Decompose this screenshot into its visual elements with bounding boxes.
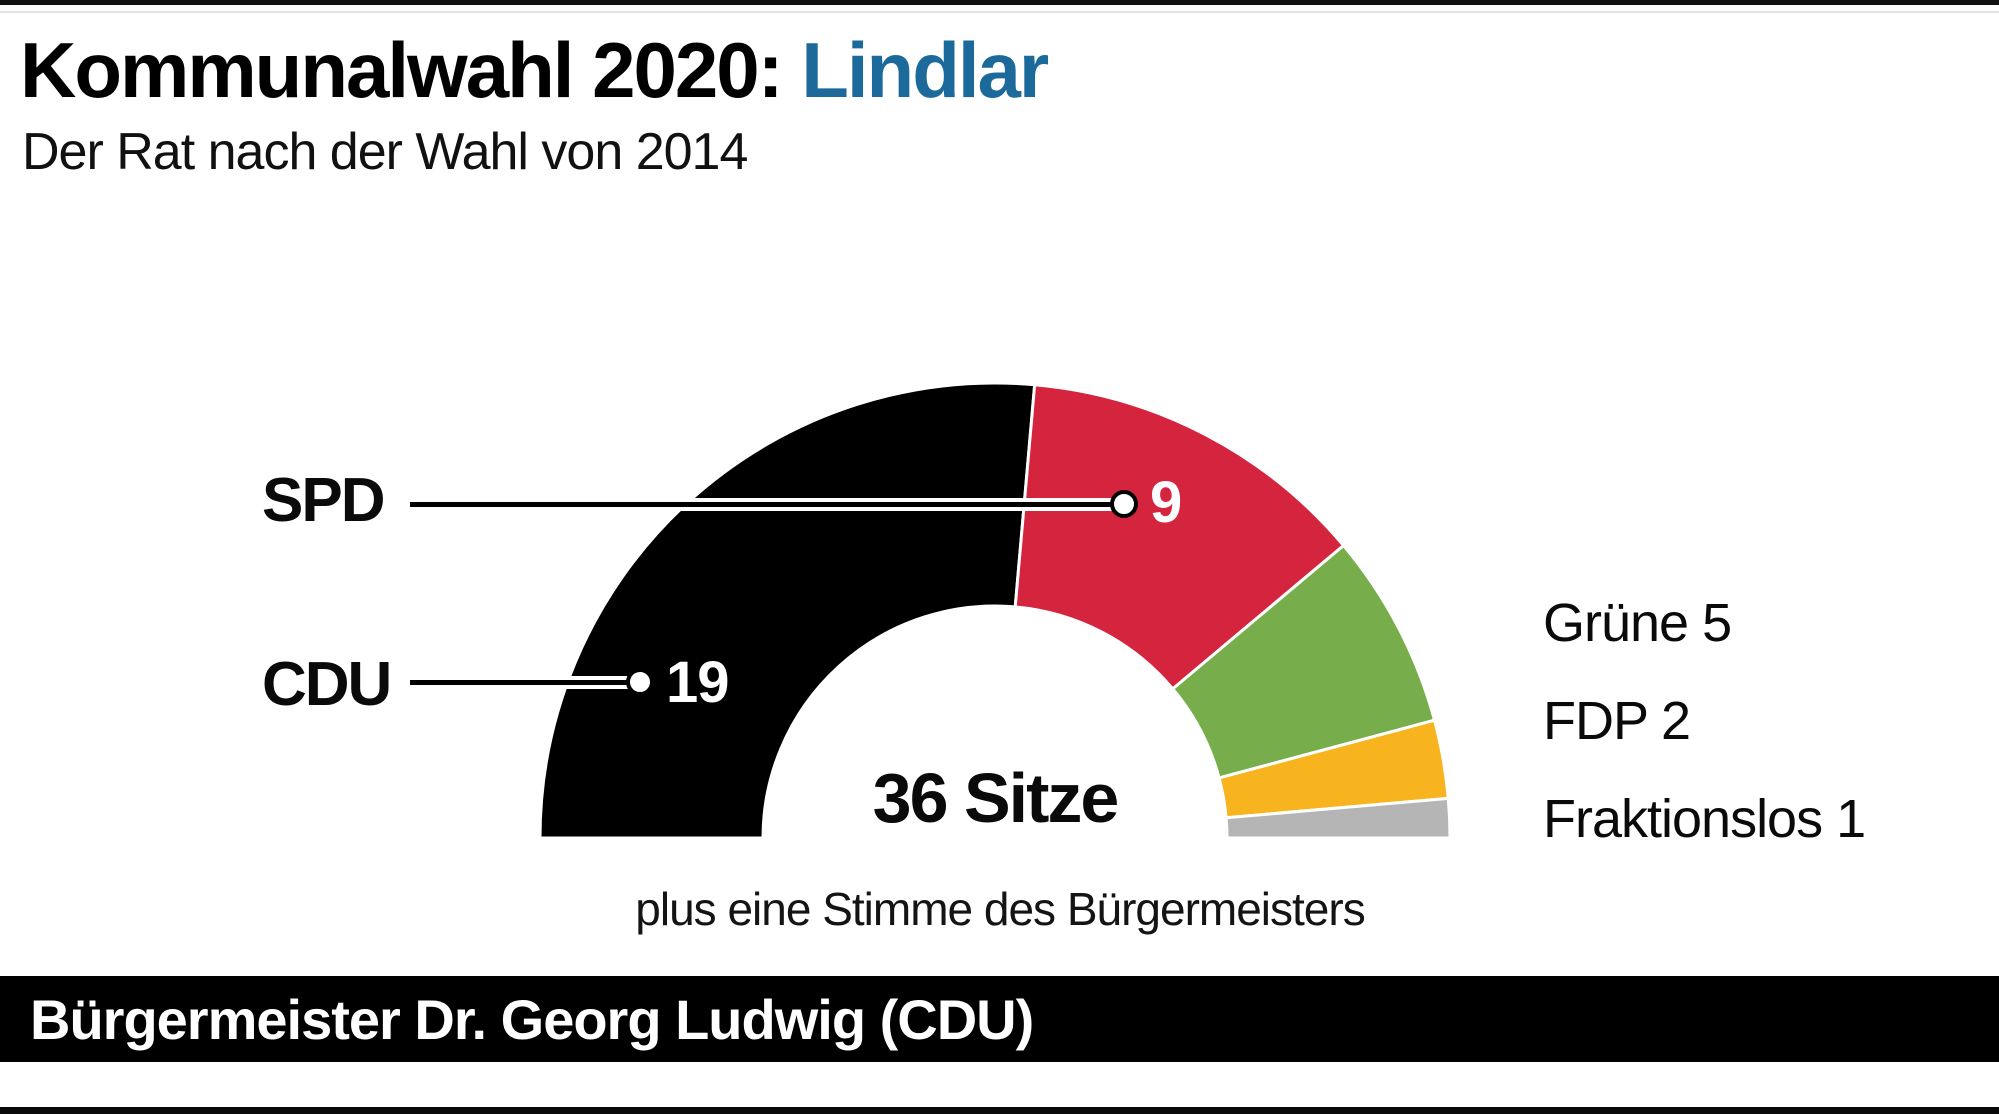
footer-bar: Bürgermeister Dr. Georg Ludwig (CDU) (0, 976, 1999, 1062)
legend-item-fdp: FDP 2 (1543, 691, 1691, 751)
callout-line-core-spd (410, 502, 1114, 507)
top-hairline (0, 11, 1999, 13)
arc-segment-cdu (538, 381, 1037, 840)
legend-item-fraktionslos: Fraktionslos 1 (1543, 789, 1866, 849)
callout-line-core-cdu (410, 680, 630, 685)
page-title-highlight: Lindlar (801, 26, 1049, 114)
chart-footnote: plus eine Stimme des Bürgermeisters (635, 883, 1365, 935)
seats-total-label: 36 Sitze (872, 759, 1120, 837)
top-rule (0, 0, 1999, 5)
callout-line-cdu (410, 676, 630, 689)
legend: Grüne 5 FDP 2 Fraktionslos 1 (1543, 574, 1866, 868)
callout-label-cdu: CDU (262, 650, 392, 719)
arc-segment-fraktionslos (1224, 796, 1452, 840)
callout-value-spd: 9 (1150, 470, 1182, 535)
bottom-rule (0, 1107, 1999, 1114)
page-title: Kommunalwahl 2020: Lindlar (20, 29, 1049, 112)
callout-line-spd (410, 498, 1114, 511)
callout-value-cdu: 19 (666, 650, 730, 715)
callout-dot-cdu (626, 668, 654, 696)
page-subtitle: Der Rat nach der Wahl von 2014 (22, 123, 748, 181)
page-title-prefix: Kommunalwahl 2020: (20, 26, 802, 114)
footer-text: Bürgermeister Dr. Georg Ludwig (CDU) (30, 987, 1034, 1051)
callout-dot-spd (1110, 490, 1138, 518)
legend-item-gruene: Grüne 5 (1543, 593, 1732, 653)
callout-label-spd: SPD (262, 466, 385, 535)
